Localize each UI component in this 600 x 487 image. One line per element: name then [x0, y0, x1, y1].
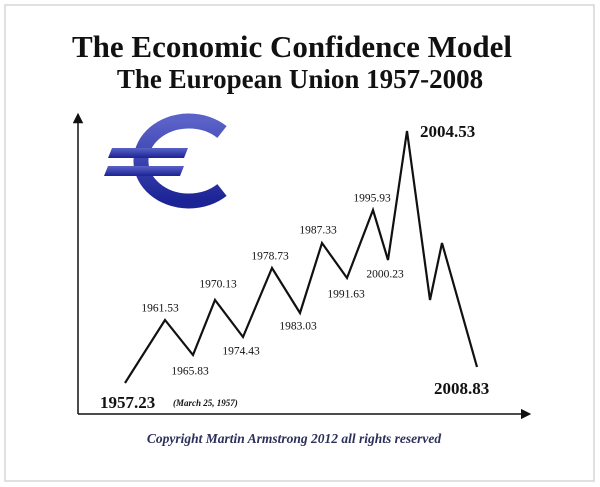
- turning-point-label: 2008.83: [434, 379, 489, 398]
- turning-point-label: 2000.23: [366, 269, 404, 281]
- turning-point-label: 1983.03: [279, 321, 317, 333]
- turning-point-label: 1995.93: [353, 193, 391, 205]
- turning-point-label: 1965.83: [171, 366, 209, 378]
- title: The Economic Confidence Model: [72, 29, 512, 64]
- start-note: (March 25, 1957): [173, 398, 238, 408]
- turning-point-label: 1987.33: [299, 225, 337, 237]
- copyright: Copyright Martin Armstrong 2012 all righ…: [147, 431, 442, 446]
- confidence-wave: [124, 130, 479, 384]
- turning-point-label: 1974.43: [222, 346, 260, 358]
- turning-point-label: 1961.53: [141, 303, 179, 315]
- turning-point-label: 1970.13: [199, 279, 237, 291]
- frame: [4, 4, 595, 482]
- turning-point-label: 1991.63: [327, 289, 365, 301]
- turning-point-label: 2004.53: [420, 122, 475, 141]
- euro-icon: [104, 113, 227, 209]
- turning-point-label: 1978.73: [251, 251, 289, 263]
- turning-point-label: 1957.23: [100, 393, 155, 412]
- subtitle: The European Union 1957-2008: [117, 64, 483, 94]
